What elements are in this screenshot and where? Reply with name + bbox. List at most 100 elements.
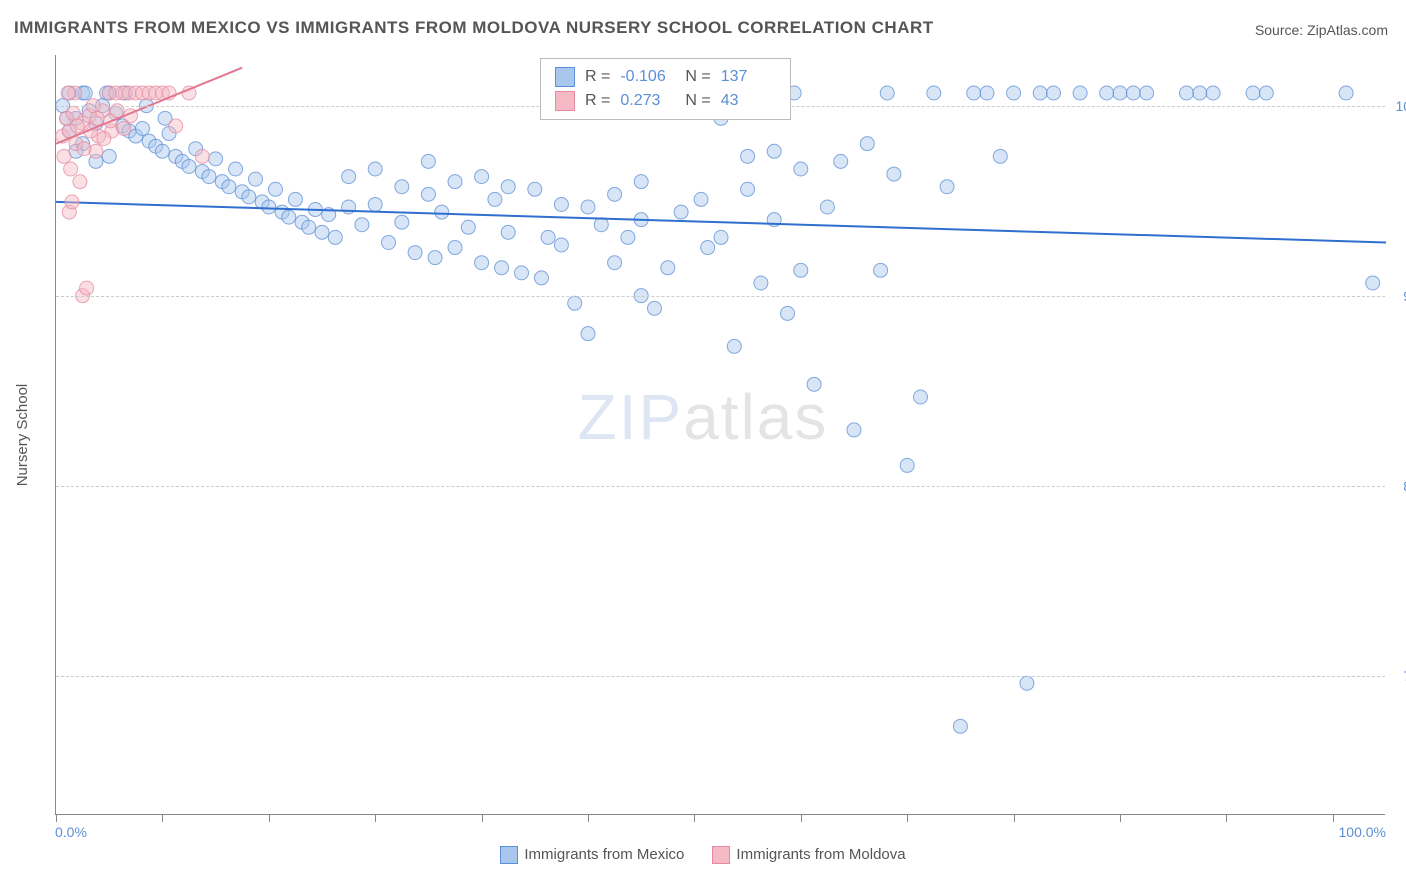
- data-point: [195, 149, 209, 163]
- data-point: [927, 86, 941, 100]
- correlation-stats-box: R =-0.106N =137R =0.273N =43: [540, 58, 791, 120]
- data-point: [1113, 86, 1127, 100]
- data-point: [1259, 86, 1273, 100]
- stat-n-value: 137: [721, 68, 776, 86]
- data-point: [1180, 86, 1194, 100]
- data-point: [169, 119, 183, 133]
- data-point: [648, 301, 662, 315]
- legend-item: Immigrants from Mexico: [500, 846, 684, 864]
- data-point: [461, 220, 475, 234]
- data-point: [1206, 86, 1220, 100]
- x-axis-min-label: 0.0%: [55, 824, 87, 840]
- data-point: [1100, 86, 1114, 100]
- stat-r-label: R =: [585, 92, 610, 110]
- data-point: [501, 225, 515, 239]
- x-tick: [1226, 814, 1227, 822]
- source-label: Source: ZipAtlas.com: [1255, 22, 1388, 38]
- data-point: [1073, 86, 1087, 100]
- data-point: [701, 241, 715, 255]
- data-point: [1246, 86, 1260, 100]
- scatter-plot-svg: [56, 55, 1385, 814]
- data-point: [820, 200, 834, 214]
- stat-r-label: R =: [585, 68, 610, 86]
- data-point: [980, 86, 994, 100]
- data-point: [900, 458, 914, 472]
- data-point: [874, 263, 888, 277]
- data-point: [554, 197, 568, 211]
- data-point: [368, 197, 382, 211]
- data-point: [249, 172, 263, 186]
- x-tick: [694, 814, 695, 822]
- data-point: [860, 137, 874, 151]
- stat-n-label: N =: [685, 92, 710, 110]
- data-point: [262, 200, 276, 214]
- x-tick: [56, 814, 57, 822]
- data-point: [408, 246, 422, 260]
- data-point: [1033, 86, 1047, 100]
- data-point: [807, 377, 821, 391]
- legend-swatch: [712, 846, 730, 864]
- data-point: [1193, 86, 1207, 100]
- y-axis-label: Nursery School: [14, 384, 31, 487]
- data-point: [475, 170, 489, 184]
- data-point: [448, 175, 462, 189]
- y-tick-label: 100.0%: [1396, 98, 1406, 114]
- data-point: [541, 230, 555, 244]
- data-point: [834, 154, 848, 168]
- data-point: [382, 235, 396, 249]
- data-point: [229, 162, 243, 176]
- x-tick: [162, 814, 163, 822]
- data-point: [794, 263, 808, 277]
- x-axis-max-label: 100.0%: [1339, 824, 1386, 840]
- data-point: [495, 261, 509, 275]
- data-point: [594, 218, 608, 232]
- data-point: [355, 218, 369, 232]
- stats-row: R =-0.106N =137: [555, 65, 776, 89]
- data-point: [302, 220, 316, 234]
- data-point: [395, 215, 409, 229]
- data-point: [242, 190, 256, 204]
- data-point: [794, 162, 808, 176]
- data-point: [694, 192, 708, 206]
- data-point: [202, 170, 216, 184]
- data-point: [65, 195, 79, 209]
- data-point: [940, 180, 954, 194]
- data-point: [428, 251, 442, 265]
- x-tick: [269, 814, 270, 822]
- x-tick: [801, 814, 802, 822]
- data-point: [57, 149, 71, 163]
- data-point: [887, 167, 901, 181]
- x-tick: [588, 814, 589, 822]
- legend-swatch: [555, 91, 575, 111]
- data-point: [488, 192, 502, 206]
- data-point: [288, 192, 302, 206]
- chart-plot-area: 100.0%92.5%85.0%77.5%: [55, 55, 1385, 815]
- data-point: [342, 170, 356, 184]
- x-tick: [907, 814, 908, 822]
- legend-label: Immigrants from Moldova: [736, 846, 905, 863]
- data-point: [534, 271, 548, 285]
- data-point: [435, 205, 449, 219]
- legend-label: Immigrants from Mexico: [524, 846, 684, 863]
- stat-r-value: 0.273: [620, 92, 675, 110]
- data-point: [222, 180, 236, 194]
- data-point: [1126, 86, 1140, 100]
- data-point: [155, 144, 169, 158]
- data-point: [421, 154, 435, 168]
- data-point: [66, 106, 80, 120]
- data-point: [475, 256, 489, 270]
- data-point: [515, 266, 529, 280]
- data-point: [421, 187, 435, 201]
- data-point: [1339, 86, 1353, 100]
- data-point: [608, 256, 622, 270]
- data-point: [661, 261, 675, 275]
- data-point: [674, 205, 688, 219]
- stats-row: R =0.273N =43: [555, 89, 776, 113]
- data-point: [73, 175, 87, 189]
- data-point: [767, 144, 781, 158]
- data-point: [209, 152, 223, 166]
- data-point: [621, 230, 635, 244]
- data-point: [967, 86, 981, 100]
- data-point: [554, 238, 568, 252]
- data-point: [70, 119, 84, 133]
